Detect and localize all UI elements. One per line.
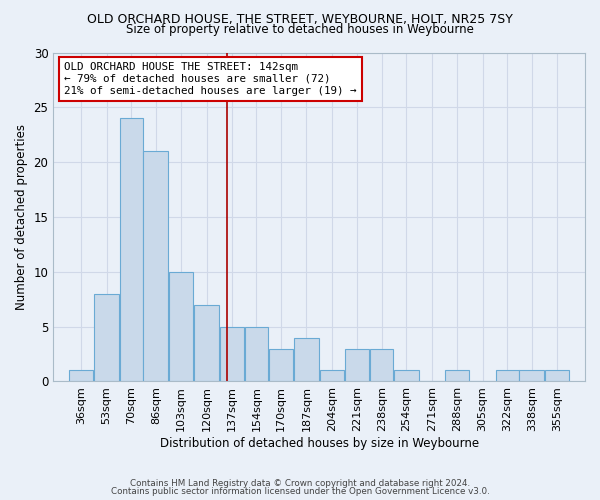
Bar [169,272,193,382]
Text: OLD ORCHARD HOUSE, THE STREET, WEYBOURNE, HOLT, NR25 7SY: OLD ORCHARD HOUSE, THE STREET, WEYBOURNE… [87,12,513,26]
Bar [194,304,219,382]
Bar [269,348,293,382]
Bar [294,338,319,382]
Bar [394,370,419,382]
Bar [143,151,168,382]
Bar [545,370,569,382]
Text: Size of property relative to detached houses in Weybourne: Size of property relative to detached ho… [126,22,474,36]
Bar [370,348,394,382]
Bar [69,370,94,382]
Y-axis label: Number of detached properties: Number of detached properties [15,124,28,310]
Bar [345,348,370,382]
Bar [119,118,143,382]
Bar [520,370,544,382]
Text: Contains HM Land Registry data © Crown copyright and database right 2024.: Contains HM Land Registry data © Crown c… [130,478,470,488]
X-axis label: Distribution of detached houses by size in Weybourne: Distribution of detached houses by size … [160,437,479,450]
Bar [94,294,119,382]
Bar [445,370,469,382]
Text: Contains public sector information licensed under the Open Government Licence v3: Contains public sector information licen… [110,487,490,496]
Bar [320,370,344,382]
Text: OLD ORCHARD HOUSE THE STREET: 142sqm
← 79% of detached houses are smaller (72)
2: OLD ORCHARD HOUSE THE STREET: 142sqm ← 7… [64,62,356,96]
Bar [496,370,518,382]
Bar [245,326,268,382]
Bar [220,326,244,382]
